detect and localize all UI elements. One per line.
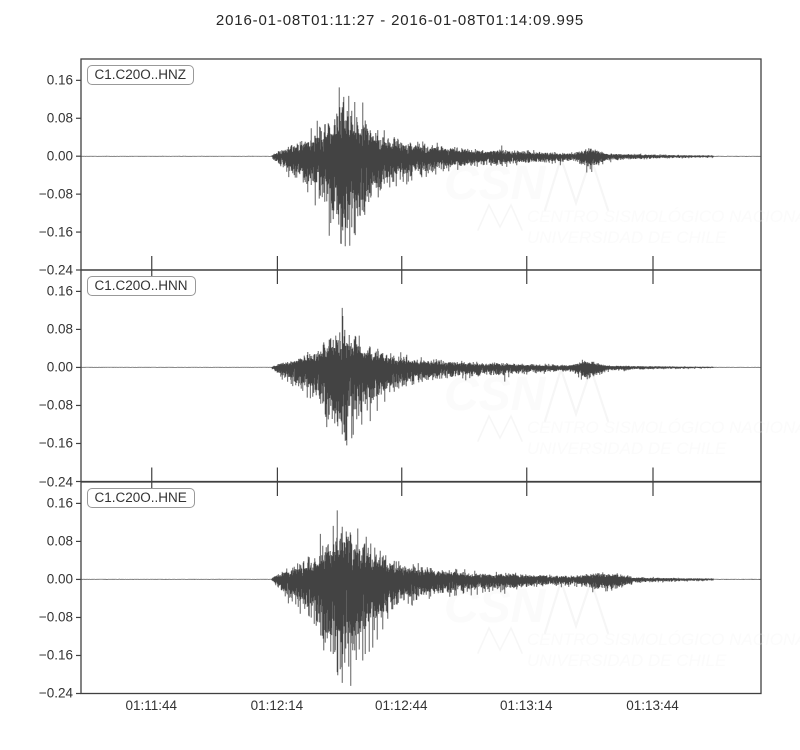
svg-text:CENTRO SISMOLÓGICO NACIONAL: CENTRO SISMOLÓGICO NACIONAL [527, 418, 800, 437]
svg-text:CSN: CSN [444, 368, 547, 421]
svg-text:CENTRO SISMOLÓGICO NACIONAL: CENTRO SISMOLÓGICO NACIONAL [527, 630, 800, 649]
svg-text:UNIVERSIDAD DE CHILE: UNIVERSIDAD DE CHILE [527, 439, 727, 458]
svg-text:CSN: CSN [444, 580, 547, 633]
svg-text:CENTRO SISMOLÓGICO NACIONAL: CENTRO SISMOLÓGICO NACIONAL [527, 207, 800, 226]
svg-text:UNIVERSIDAD DE CHILE: UNIVERSIDAD DE CHILE [527, 228, 727, 247]
svg-text:UNIVERSIDAD DE CHILE: UNIVERSIDAD DE CHILE [527, 651, 727, 670]
